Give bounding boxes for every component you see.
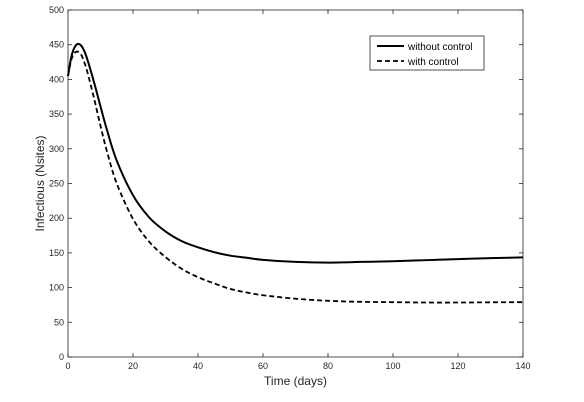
y-tick-label: 200 bbox=[49, 213, 64, 223]
x-axis-label: Time (days) bbox=[264, 374, 327, 388]
y-tick-label: 500 bbox=[49, 5, 64, 15]
x-tick-label: 20 bbox=[128, 361, 138, 371]
y-tick-label: 100 bbox=[49, 283, 64, 293]
y-tick-label: 300 bbox=[49, 144, 64, 154]
x-tick-label: 120 bbox=[450, 361, 465, 371]
x-tick-label: 40 bbox=[193, 361, 203, 371]
x-tick-label: 100 bbox=[385, 361, 400, 371]
series-layer bbox=[67, 42, 524, 304]
y-tick-label: 50 bbox=[54, 317, 64, 327]
legend: without control with control bbox=[369, 35, 485, 71]
x-tick-label: 80 bbox=[323, 361, 333, 371]
y-tick-label: 350 bbox=[49, 109, 64, 119]
y-axis-label: Infectious (Nsites) bbox=[33, 135, 47, 231]
series-line-with-control bbox=[67, 50, 524, 304]
y-tick-label: 0 bbox=[59, 352, 64, 362]
y-tick-label: 450 bbox=[49, 40, 64, 50]
y-tick-label: 150 bbox=[49, 248, 64, 258]
legend-label-with-control: with control bbox=[407, 57, 459, 68]
tick-layer: 0 20 40 60 80 100 120 140 0 50 100 150 200 250 300 350 4… bbox=[49, 5, 531, 371]
legend-label-without-control: without control bbox=[407, 42, 472, 53]
x-tick-label: 60 bbox=[258, 361, 268, 371]
x-tick-label: 140 bbox=[515, 361, 530, 371]
y-tick-label: 250 bbox=[49, 179, 64, 189]
legend-box bbox=[369, 35, 485, 71]
y-tick-label: 400 bbox=[49, 74, 64, 84]
series-line-without-control bbox=[67, 42, 524, 264]
x-tick-label: 0 bbox=[65, 361, 70, 371]
